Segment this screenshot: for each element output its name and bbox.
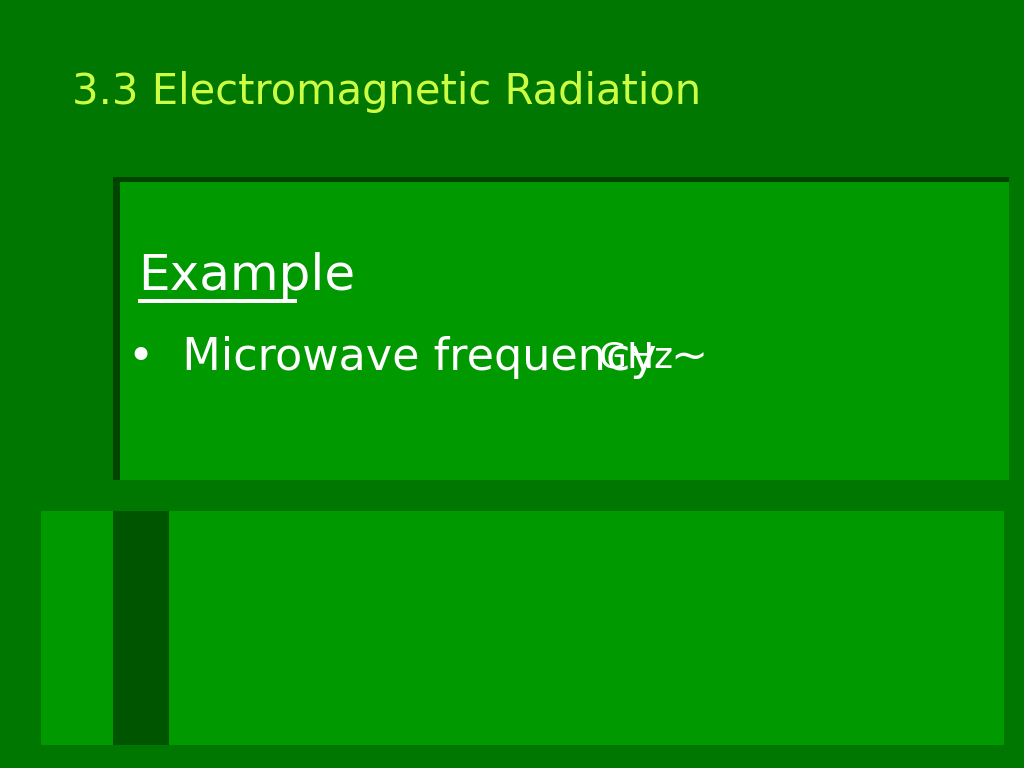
Bar: [113, 511, 169, 745]
Bar: [113, 177, 1009, 480]
Text: •  Microwave frequency ~: • Microwave frequency ~: [128, 336, 722, 379]
Text: GHz: GHz: [599, 340, 673, 374]
Text: Example: Example: [138, 253, 355, 300]
Text: 3.3 Electromagnetic Radiation: 3.3 Electromagnetic Radiation: [72, 71, 700, 113]
Bar: [113, 177, 1009, 182]
Bar: [113, 177, 120, 480]
Bar: [41, 511, 1004, 745]
Bar: [138, 299, 297, 303]
